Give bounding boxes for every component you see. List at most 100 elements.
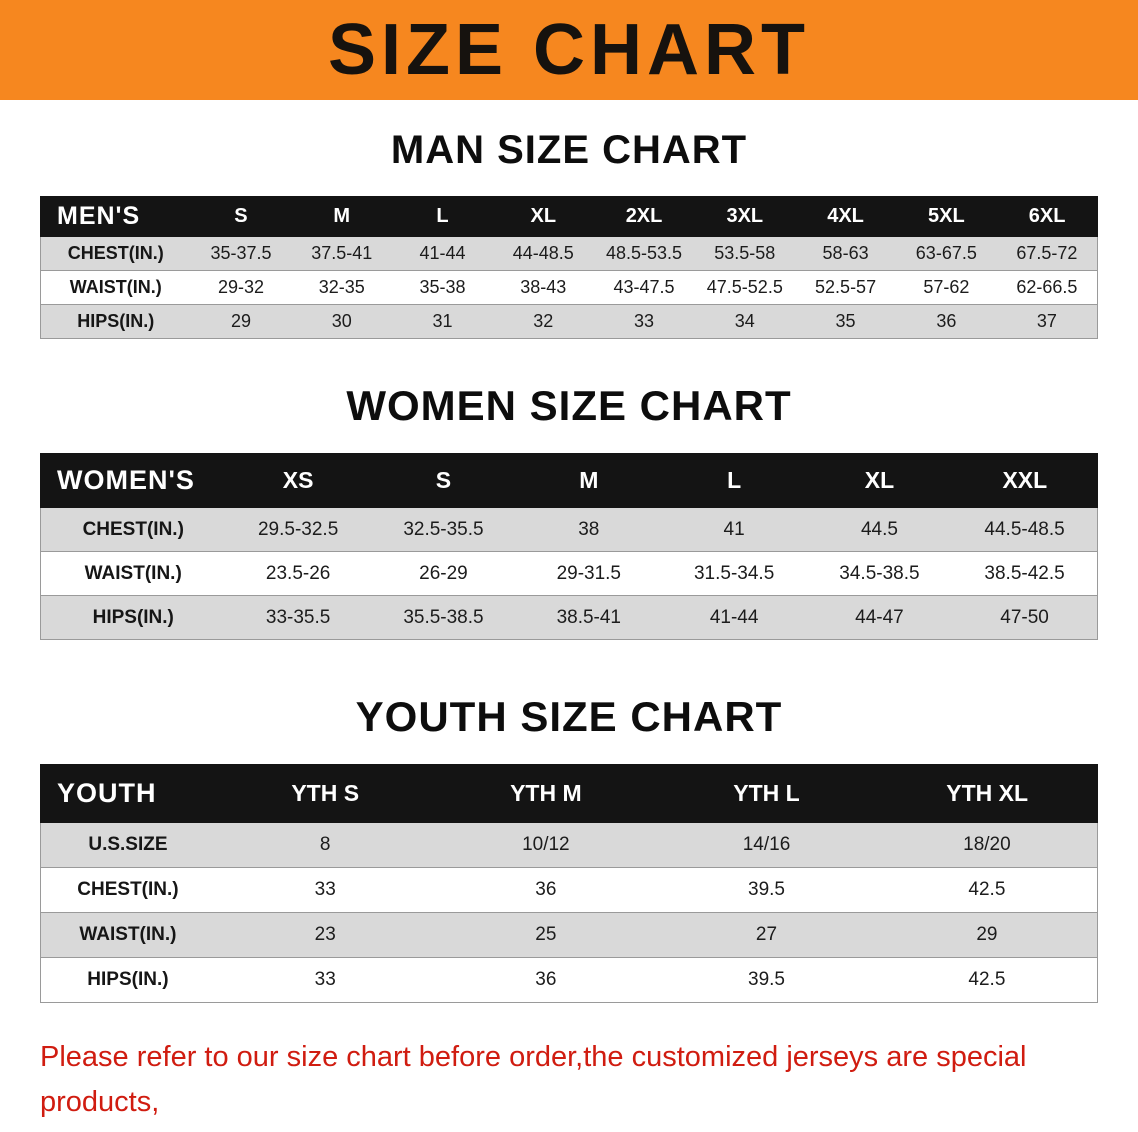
size-value: 29-32 bbox=[217, 277, 264, 297]
size-column-header: S bbox=[370, 453, 517, 509]
size-value: 35 bbox=[835, 311, 856, 331]
row-label: WAIST(IN.) bbox=[79, 924, 177, 946]
size-value: 33 bbox=[634, 311, 655, 331]
size-value: 36 bbox=[535, 969, 557, 991]
size-value: 43-47.5 bbox=[613, 277, 675, 297]
size-column-header: S bbox=[190, 196, 292, 237]
table-header-row: YOUTH YTH S YTH M YTH L YTH XL bbox=[39, 764, 1098, 824]
table-header-row: MEN'S S M L XL 2XL 3XL 4XL 5XL 6XL bbox=[39, 196, 1098, 237]
size-value: 47-50 bbox=[1000, 606, 1049, 628]
row-label: HIPS(IN.) bbox=[87, 969, 169, 991]
size-value: 36 bbox=[936, 311, 957, 331]
size-column-header: 2XL bbox=[593, 196, 695, 237]
size-column-header: YTH S bbox=[214, 764, 437, 824]
size-value: 53.5-58 bbox=[714, 243, 776, 263]
table-row: U.S.SIZE 8 10/12 14/16 18/20 bbox=[40, 822, 1098, 868]
row-label: U.S.SIZE bbox=[88, 834, 168, 856]
size-value: 38.5-42.5 bbox=[984, 562, 1065, 584]
size-value: 38.5-41 bbox=[556, 606, 622, 628]
size-value: 32.5-35.5 bbox=[403, 518, 484, 540]
size-chart-banner: SIZE CHART bbox=[0, 0, 1138, 100]
size-value: 33 bbox=[314, 969, 336, 991]
youth-size-table: YOUTH YTH S YTH M YTH L YTH XL U.S.SIZE 8 10/12… bbox=[39, 764, 1098, 1004]
size-value: 33-35.5 bbox=[265, 606, 331, 628]
men-size-table: MEN'S S M L XL 2XL 3XL 4XL 5XL 6XL CHEST(IN.) 35-37… bbox=[39, 196, 1098, 339]
row-label: CHEST(IN.) bbox=[82, 518, 184, 540]
size-value: 44-48.5 bbox=[512, 243, 574, 263]
women-section: WOMEN SIZE CHART WOMEN'S XS S M L XL XXL CHEST(… bbox=[0, 382, 1138, 641]
table-corner-label: MEN'S bbox=[39, 196, 192, 237]
size-value: 37.5-41 bbox=[311, 243, 373, 263]
size-value: 25 bbox=[535, 924, 557, 946]
size-column-header: M bbox=[515, 453, 662, 509]
row-label: HIPS(IN.) bbox=[92, 606, 174, 628]
size-value: 44.5 bbox=[860, 518, 898, 540]
size-value: 27 bbox=[755, 924, 778, 946]
size-value: 35-38 bbox=[419, 277, 466, 297]
size-value: 33 bbox=[314, 879, 336, 901]
table-row: HIPS(IN.) 33-35.5 35.5-38.5 38.5-41 41-44 44-… bbox=[40, 595, 1098, 640]
size-value: 41-44 bbox=[709, 606, 759, 628]
size-value: 29 bbox=[230, 311, 251, 331]
size-value: 8 bbox=[319, 834, 331, 856]
size-value: 52.5-57 bbox=[815, 277, 877, 297]
men-section: MAN SIZE CHART MEN'S S M L XL 2XL 3XL 4XL 5XL 6XL… bbox=[0, 128, 1138, 339]
row-label: WAIST(IN.) bbox=[84, 562, 182, 584]
size-value: 18/20 bbox=[963, 834, 1011, 856]
table-corner-label: WOMEN'S bbox=[40, 453, 226, 509]
size-value: 32-35 bbox=[318, 277, 365, 297]
banner-title: SIZE CHART bbox=[328, 10, 810, 90]
size-value: 29 bbox=[976, 924, 998, 946]
youth-section-title: YOUTH SIZE CHART bbox=[355, 693, 783, 741]
table-row: CHEST(IN.) 33 36 39.5 42.5 bbox=[40, 867, 1098, 913]
order-policy-note-line-2: we don't accept cancel, change, teturn o… bbox=[40, 1125, 1098, 1132]
size-value: 67.5-72 bbox=[1016, 243, 1078, 263]
size-column-header: 3XL bbox=[693, 196, 796, 237]
size-value: 35.5-38.5 bbox=[403, 606, 484, 628]
size-column-header: XS bbox=[224, 453, 372, 509]
size-value: 32 bbox=[533, 311, 554, 331]
women-section-title: WOMEN SIZE CHART bbox=[346, 382, 792, 429]
size-column-header: YTH XL bbox=[876, 764, 1098, 824]
size-value: 10/12 bbox=[522, 834, 570, 856]
youth-section: YOUTH SIZE CHART YOUTH YTH S YTH M YTH L YTH… bbox=[0, 693, 1138, 1004]
size-column-header: XL bbox=[806, 453, 953, 509]
size-value: 34 bbox=[734, 311, 755, 331]
size-value: 29-31.5 bbox=[556, 562, 622, 584]
table-row: WAIST(IN.) 23.5-26 26-29 29-31.5 31.5-34.5 34… bbox=[40, 551, 1098, 596]
size-value: 39.5 bbox=[748, 969, 785, 991]
size-column-header: 6XL bbox=[996, 196, 1098, 237]
size-column-header: L bbox=[391, 196, 494, 237]
size-value: 37 bbox=[1036, 311, 1057, 331]
row-label: CHEST(IN.) bbox=[77, 879, 179, 901]
size-value: 38-43 bbox=[520, 277, 567, 297]
size-value: 63-67.5 bbox=[915, 243, 977, 263]
size-value: 57-62 bbox=[923, 277, 970, 297]
row-label: CHEST(IN.) bbox=[67, 243, 164, 263]
size-value: 30 bbox=[331, 311, 352, 331]
size-value: 42.5 bbox=[968, 879, 1006, 901]
size-value: 44.5-48.5 bbox=[984, 518, 1065, 540]
size-value: 42.5 bbox=[968, 969, 1006, 991]
size-value: 23.5-26 bbox=[265, 562, 331, 584]
table-row: WAIST(IN.) 29-32 32-35 35-38 38-43 43-47.5 47.… bbox=[40, 270, 1098, 305]
table-row: CHEST(IN.) 29.5-32.5 32.5-35.5 38 41 44.5 44.5… bbox=[40, 507, 1098, 552]
row-label: WAIST(IN.) bbox=[69, 277, 162, 297]
size-value: 58-63 bbox=[822, 243, 869, 263]
size-column-header: XL bbox=[492, 196, 595, 237]
size-value: 14/16 bbox=[742, 834, 791, 856]
size-column-header: XXL bbox=[951, 453, 1099, 509]
size-column-header: M bbox=[290, 196, 393, 237]
size-value: 31 bbox=[432, 311, 453, 331]
size-value: 39.5 bbox=[748, 879, 785, 901]
size-value: 41-44 bbox=[419, 243, 466, 263]
size-column-header: YTH L bbox=[655, 764, 878, 824]
size-value: 31.5-34.5 bbox=[693, 562, 775, 584]
size-column-header: 4XL bbox=[794, 196, 897, 237]
table-row: HIPS(IN.) 33 36 39.5 42.5 bbox=[40, 957, 1098, 1003]
size-value: 34.5-38.5 bbox=[839, 562, 920, 584]
size-column-header: L bbox=[660, 453, 808, 509]
size-column-header: 5XL bbox=[895, 196, 998, 237]
table-corner-label: YOUTH bbox=[39, 764, 216, 824]
size-value: 36 bbox=[535, 879, 557, 901]
